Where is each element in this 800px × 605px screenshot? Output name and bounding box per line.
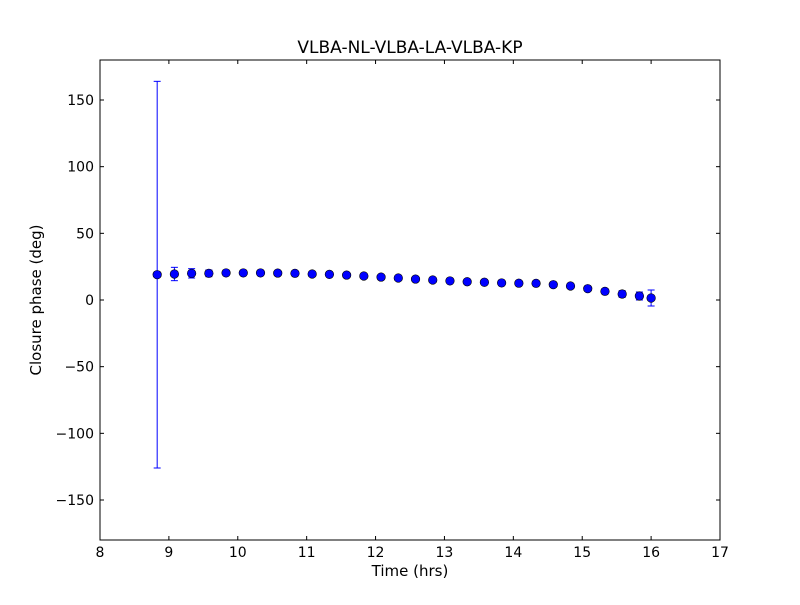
x-tick-label: 12 [367, 545, 385, 561]
data-point [307, 269, 317, 279]
x-tick-label: 13 [436, 545, 454, 561]
data-point [646, 293, 656, 303]
data-point [462, 277, 472, 287]
x-axis-ticks: 8 9 10 11 12 13 14 15 16 17 [96, 60, 729, 561]
x-tick-label: 17 [711, 545, 729, 561]
x-tick-label: 9 [164, 545, 173, 561]
data-point [634, 291, 645, 301]
chart-title: VLBA-NL-VLBA-LA-VLBA-KP [297, 38, 522, 58]
data-point [324, 269, 335, 280]
data-point [548, 280, 558, 290]
data-point [497, 278, 507, 288]
x-axis-label: Time (hrs) [371, 562, 449, 580]
data-point [169, 269, 179, 279]
data-point [255, 268, 266, 278]
x-tick-label: 10 [229, 545, 247, 561]
data-point [359, 271, 369, 281]
x-tick-label: 8 [96, 545, 105, 561]
data-point [531, 278, 541, 288]
x-tick-label: 15 [573, 545, 591, 561]
x-tick-label: 14 [504, 545, 522, 561]
data-point [600, 286, 610, 296]
y-tick-label: −150 [56, 493, 94, 509]
data-point [273, 268, 283, 278]
data-point [410, 274, 421, 284]
y-tick-label: −100 [56, 426, 94, 442]
y-tick-label: 50 [76, 226, 94, 242]
x-tick-label: 16 [642, 545, 660, 561]
data-point [445, 276, 455, 286]
data-point [290, 268, 300, 278]
data-point [479, 277, 490, 287]
x-tick-label: 11 [298, 545, 316, 561]
data-point [152, 270, 162, 280]
y-axis-label: Closure phase (deg) [27, 225, 45, 376]
y-tick-label: −50 [64, 360, 94, 376]
data-point [342, 270, 352, 280]
data-point [221, 268, 231, 278]
data-point [187, 268, 197, 278]
y-tick-label: 100 [67, 160, 94, 176]
data-point [428, 275, 438, 285]
plot-frame [99, 59, 721, 541]
y-axis-ticks: −150 −100 −50 0 50 100 150 [56, 93, 720, 509]
data-point [204, 268, 214, 278]
data-point [238, 268, 248, 278]
y-tick-label: 0 [85, 293, 94, 309]
data-point [376, 272, 386, 282]
y-tick-label: 150 [67, 93, 94, 109]
data-points [152, 268, 656, 303]
data-point [583, 284, 593, 294]
data-point [565, 281, 576, 291]
data-point [514, 278, 524, 288]
data-point [617, 289, 627, 299]
data-point [393, 273, 403, 283]
